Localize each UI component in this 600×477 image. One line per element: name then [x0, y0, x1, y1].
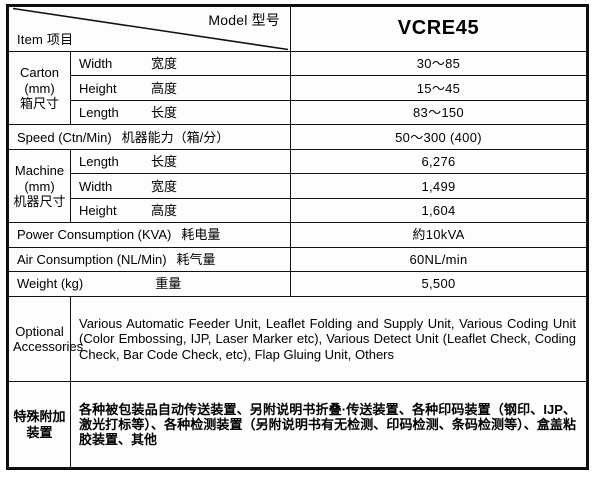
row-value-machine-width: 1,499 — [290, 173, 587, 199]
table-row: Height 高度 1,604 — [9, 197, 587, 224]
row-label-weight: Weight (kg) 重量 — [8, 271, 291, 297]
row-label-machine-width-cn: 宽度 — [151, 178, 178, 194]
header-model-label: Model 型号 — [208, 12, 280, 28]
group-label-carton-cn: 箱尺寸 — [19, 95, 59, 111]
row-label-air: Air Consumption (NL/Min) 耗气量 — [8, 246, 291, 273]
row-label-carton-width-cn: 宽度 — [151, 56, 178, 72]
row-value-speed: 50～300 (400) — [290, 124, 587, 150]
table-row: Width 宽度 1,499 — [9, 173, 587, 199]
table-header-row: Item 项目 Model 型号 VCRE45 — [8, 6, 587, 52]
row-label-power: Power Consumption (KVA) 耗电量 — [8, 222, 291, 248]
row-value-power: 約10kVA — [290, 222, 587, 248]
group-label-carton-unit: (mm) — [24, 80, 55, 96]
row-label-weight-en: Weight (kg) — [17, 276, 84, 292]
header-item-model-cell: Item 项目 Model 型号 — [8, 6, 291, 52]
row-label-air-cn: 耗气量 — [176, 251, 216, 267]
row-value-weight: 5,500 — [290, 271, 587, 297]
row-label-machine-height-en: Height — [79, 202, 117, 218]
optional-accessories-label-line2: Accessories — [13, 339, 84, 355]
row-label-machine-width: Width 宽度 — [70, 173, 291, 199]
row-label-power-en: Power Consumption (KVA) — [17, 227, 172, 243]
row-label-carton-height-en: Height — [79, 80, 117, 96]
group-label-machine-en: Machine — [14, 163, 65, 179]
header-model-value-cell: VCRE45 — [290, 6, 587, 52]
row-label-carton-length-cn: 长度 — [151, 105, 178, 121]
table-row: Power Consumption (KVA) 耗电量 約10kVA — [8, 222, 587, 248]
row-label-carton-height-cn: 高度 — [151, 80, 178, 96]
group-label-machine-cn: 机器尺寸 — [13, 193, 66, 209]
optional-accessories-text: Various Automatic Feeder Unit, Leaflet F… — [70, 295, 587, 383]
table-row: Height 高度 15～45 — [9, 75, 587, 101]
row-label-weight-cn: 重量 — [155, 276, 182, 292]
row-value-air: 60NL/min — [290, 246, 587, 273]
table-row: Length 长度 83～150 — [9, 99, 587, 126]
row-value-carton-length: 83～150 — [290, 99, 587, 126]
specification-table: Item 项目 Model 型号 VCRE45 Carton (mm) 箱尺寸 — [8, 6, 587, 468]
row-label-carton-height: Height 高度 — [70, 75, 291, 101]
table-row: Air Consumption (NL/Min) 耗气量 60NL/min — [8, 246, 587, 273]
optional-accessories-label-line1: Optional — [15, 323, 64, 339]
group-label-machine-unit: (mm) — [24, 178, 55, 194]
model-name: VCRE45 — [397, 17, 480, 40]
row-label-speed: Speed (Ctn/Min) 机器能力（箱/分） — [8, 124, 291, 150]
row-label-speed-en: Speed (Ctn/Min) — [17, 129, 112, 145]
group-label-carton-en: Carton — [19, 65, 60, 81]
group-label-carton: Carton (mm) 箱尺寸 — [8, 50, 71, 126]
row-label-machine-length-cn: 长度 — [151, 154, 178, 170]
diagonal-divider-icon — [12, 7, 289, 51]
row-label-power-cn: 耗电量 — [181, 227, 221, 243]
header-item-label: Item 项目 — [17, 31, 74, 47]
group-label-machine: Machine (mm) 机器尺寸 — [8, 148, 71, 224]
special-attachments-text: 各种被包装品自动传送装置、另附说明书折叠·传送装置、各种印码装置（钢印、IJP、… — [70, 381, 587, 468]
table-row-optional-accessories: Optional Accessories Various Automatic F… — [8, 295, 587, 383]
table-row: Machine (mm) 机器尺寸 Length 长度 6,276 — [8, 148, 587, 224]
row-label-carton-length-en: Length — [79, 105, 119, 121]
table-row: Carton (mm) 箱尺寸 Width 宽度 30～85 — [8, 50, 587, 126]
row-label-carton-length: Length 长度 — [70, 99, 291, 126]
row-value-machine-length: 6,276 — [290, 148, 587, 175]
row-label-machine-width-en: Width — [79, 178, 113, 194]
special-attachments-label: 特殊附加装置 — [8, 381, 71, 468]
row-label-carton-width-en: Width — [79, 56, 113, 72]
row-value-carton-width: 30～85 — [290, 50, 587, 77]
table-row: Weight (kg) 重量 5,500 — [8, 271, 587, 297]
row-label-air-en: Air Consumption (NL/Min) — [17, 251, 167, 267]
row-label-carton-width: Width 宽度 — [70, 50, 291, 77]
table-row-special-attachments: 特殊附加装置 各种被包装品自动传送装置、另附说明书折叠·传送装置、各种印码装置（… — [8, 381, 587, 468]
optional-accessories-label: Optional Accessories — [8, 295, 83, 383]
row-label-machine-height: Height 高度 — [70, 197, 291, 224]
specification-table-container: Item 项目 Model 型号 VCRE45 Carton (mm) 箱尺寸 — [6, 4, 589, 470]
row-label-speed-cn: 机器能力（箱/分） — [121, 129, 230, 145]
row-label-machine-length-en: Length — [79, 154, 119, 170]
row-value-carton-height: 15～45 — [290, 75, 587, 101]
row-value-machine-height: 1,604 — [290, 197, 587, 224]
row-label-machine-height-cn: 高度 — [151, 202, 178, 218]
table-row: Speed (Ctn/Min) 机器能力（箱/分） 50～300 (400) — [8, 124, 587, 150]
row-label-machine-length: Length 长度 — [70, 148, 291, 175]
